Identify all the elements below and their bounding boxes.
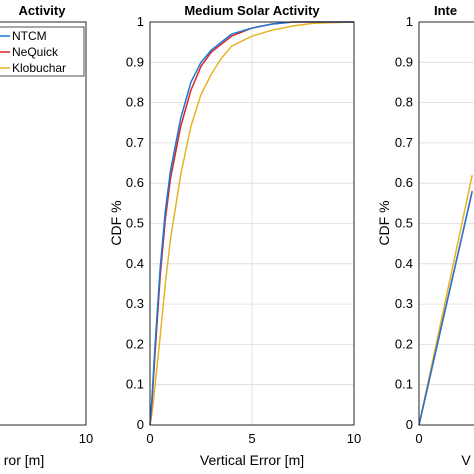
middle-panel: Medium Solar Activity 0 0.1 0.2 0.3 0.4 0.5 0.… (108, 3, 361, 468)
middle-y-axis-label: CDF % (108, 200, 124, 245)
right-y-ticks: 0 0.1 0.2 0.3 0.4 0.5 0.6 0.7 0.8 0.9 1 (395, 14, 413, 432)
right-y-tick-label: 0.1 (395, 377, 413, 392)
legend-label-nequick: NeQuick (12, 45, 59, 59)
right-y-tick-label: 0.9 (395, 54, 413, 69)
middle-y-tick-label: 0.1 (126, 377, 144, 392)
middle-grid (149, 21, 355, 426)
right-y-tick-label: 0.5 (395, 216, 413, 231)
right-panel: Inte 0 0.1 0.2 0.3 0.4 0.5 0.6 0.7 0.8 0.9 1 0 CDF… (376, 3, 474, 468)
right-y-axis-label: CDF % (376, 200, 392, 245)
middle-y-tick-label: 0.2 (126, 336, 144, 351)
middle-y-ticks: 0 0.1 0.2 0.3 0.4 0.5 0.6 0.7 0.8 0.9 1 (126, 14, 144, 432)
left-x-tick-10: 10 (79, 431, 93, 446)
right-series-line-ntcm (418, 191, 473, 426)
right-panel-title: Inte (434, 3, 457, 18)
middle-x-ticks: 0 5 10 (146, 431, 361, 446)
middle-x-axis-label: Vertical Error [m] (200, 452, 304, 468)
middle-y-tick-label: 1 (137, 14, 144, 29)
left-plot-frame (0, 21, 87, 426)
left-panel-title: Activity (19, 3, 67, 18)
middle-series-line-ntcm (149, 21, 354, 426)
legend: NTCM NeQuick Klobuchar (0, 26, 85, 77)
middle-y-tick-label: 0.7 (126, 135, 144, 150)
middle-panel-title: Medium Solar Activity (184, 3, 320, 18)
right-y-tick-label: 0.8 (395, 95, 413, 110)
middle-y-tick-label: 0.4 (126, 256, 144, 271)
middle-y-tick-label: 0 (137, 417, 144, 432)
right-series-lines (418, 174, 473, 426)
middle-y-tick-label: 0.8 (126, 95, 144, 110)
middle-y-tick-label: 0.3 (126, 296, 144, 311)
legend-box (0, 26, 85, 77)
right-y-tick-label: 0.3 (395, 296, 413, 311)
middle-y-tick-label: 0.6 (126, 175, 144, 190)
legend-label-klobuchar: Klobuchar (12, 61, 66, 75)
right-y-tick-label: 0 (406, 417, 413, 432)
right-y-tick-label: 0.6 (395, 175, 413, 190)
legend-label-ntcm: NTCM (12, 29, 47, 43)
middle-x-tick-label: 5 (248, 431, 255, 446)
right-y-tick-label: 0.2 (395, 336, 413, 351)
middle-series-lines (149, 21, 355, 426)
left-x-axis-label: ror [m] (4, 452, 44, 468)
left-panel: Activity 10 ror [m] NTCM NeQuick Klobuch… (0, 3, 93, 468)
right-x-axis-label: V (461, 452, 471, 468)
right-y-tick-label: 0.7 (395, 135, 413, 150)
middle-x-tick-label: 0 (146, 431, 153, 446)
middle-x-tick-label: 10 (347, 431, 361, 446)
right-x-tick-label: 0 (415, 431, 422, 446)
right-y-tick-label: 0.4 (395, 256, 413, 271)
right-x-ticks: 0 (415, 431, 422, 446)
right-y-tick-label: 1 (406, 14, 413, 29)
right-grid (419, 21, 474, 426)
middle-y-tick-label: 0.9 (126, 54, 144, 69)
middle-plot-frame (149, 21, 355, 426)
middle-y-tick-label: 0.5 (126, 216, 144, 231)
middle-series-line-klobuchar (149, 21, 355, 426)
right-plot-frame (418, 21, 474, 426)
